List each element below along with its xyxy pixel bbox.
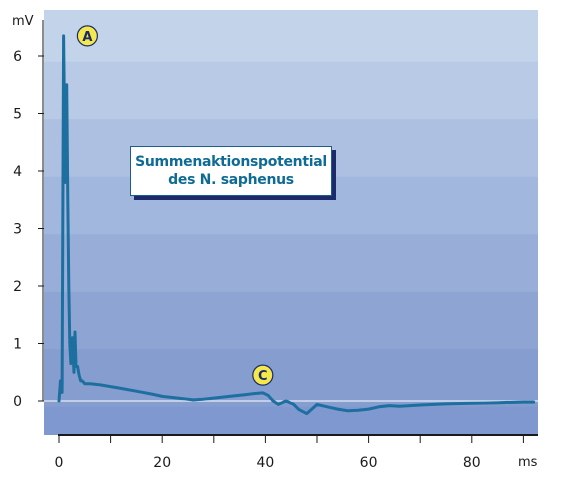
x-tick-label: 20 <box>153 455 171 471</box>
y-tick-label: 0 <box>13 394 22 410</box>
background-band <box>44 291 538 350</box>
y-tick-label: 4 <box>13 164 22 180</box>
y-unit-label: mV <box>12 14 34 29</box>
marker-circle <box>252 364 274 386</box>
marker-label: C <box>258 369 268 384</box>
y-ticks: 0 1 2 3 4 5 6 <box>13 49 44 410</box>
series-line <box>57 34 536 416</box>
y-tick-label: 6 <box>13 49 22 65</box>
y-tick-label: 2 <box>13 279 22 295</box>
y-tick-label: 5 <box>13 107 22 123</box>
x-unit-label: ms <box>518 455 538 470</box>
chart-title-line-2: des N. saphenus <box>168 172 294 188</box>
background-band <box>44 406 538 435</box>
marker-circle <box>76 25 98 47</box>
x-tick-label: 80 <box>463 455 481 471</box>
background-band <box>44 61 538 120</box>
chart-title-box: Summenaktionspotential des N. saphenus <box>130 146 332 196</box>
y-tick-label: 1 <box>13 337 22 353</box>
x-ticks: 0 20 40 60 80 <box>55 435 524 471</box>
x-tick-label: 40 <box>256 455 274 471</box>
background-band <box>44 349 538 407</box>
background-band <box>44 234 538 292</box>
background-bands <box>44 10 538 435</box>
x-tick-label: 60 <box>360 455 378 471</box>
markers: AC <box>76 25 274 386</box>
x-tick-label: 0 <box>55 455 64 471</box>
marker-label: A <box>82 30 92 45</box>
y-tick-label: 3 <box>13 222 22 238</box>
chart-title-line-1: Summenaktionspotential <box>135 154 327 170</box>
background-band <box>44 10 538 62</box>
